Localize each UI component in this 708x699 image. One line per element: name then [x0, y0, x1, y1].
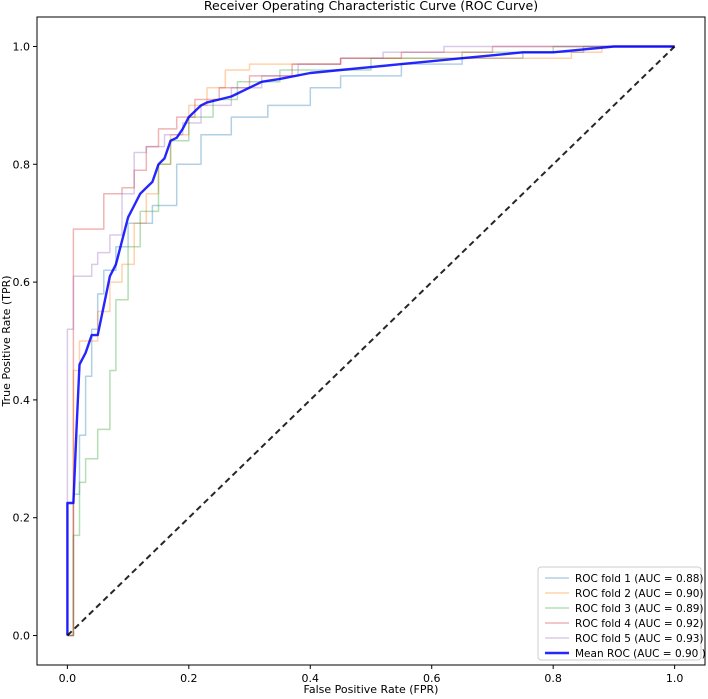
y-tick-label: 0.4: [13, 394, 31, 407]
y-tick-label: 0.8: [13, 158, 31, 171]
y-tick-label: 0.0: [13, 630, 31, 643]
roc-series-line-4: [67, 45, 675, 637]
legend-label: Mean ROC (AUC = 0.90 ): [575, 648, 706, 660]
y-tick-label: 0.2: [13, 512, 31, 525]
y-axis-ticks: 0.0 0.2 0.4 0.6 0.8 1.0: [13, 40, 37, 643]
y-tick-label: 1.0: [13, 40, 31, 53]
roc-series-line-5: [66, 45, 675, 636]
legend-box: [537, 566, 702, 661]
legend: ROC fold 1 (AUC = 0.88) ROC fold 2 (AUC =…: [537, 566, 706, 661]
x-tick-label: 1.0: [666, 672, 684, 685]
chart-title: Receiver Operating Characteristic Curve …: [204, 0, 538, 13]
y-tick-label: 0.6: [13, 276, 31, 289]
x-tick-label: 0.6: [423, 672, 441, 685]
x-tick-label: 0.0: [59, 672, 77, 685]
legend-label: ROC fold 1 (AUC = 0.88): [575, 573, 704, 585]
x-tick-label: 0.4: [302, 672, 320, 685]
chance-diagonal-line: [66, 45, 676, 637]
legend-label: ROC fold 3 (AUC = 0.89): [575, 603, 704, 615]
roc-series-line-6: [66, 45, 675, 636]
x-axis-label: False Positive Rate (FPR): [304, 683, 439, 696]
x-tick-label: 0.2: [180, 672, 198, 685]
legend-label: ROC fold 4 (AUC = 0.92): [575, 618, 704, 630]
x-tick-label: 0.8: [544, 672, 562, 685]
series-layer: [66, 45, 676, 637]
y-axis-label: True Positive Rate (TPR): [0, 275, 13, 407]
roc-series-line-1: [67, 45, 675, 637]
legend-label: ROC fold 5 (AUC = 0.93): [575, 633, 704, 645]
x-axis-ticks: 0.0 0.2 0.4 0.6 0.8 1.0: [59, 665, 684, 685]
legend-label: ROC fold 2 (AUC = 0.90): [575, 588, 704, 600]
roc-series-line-2: [67, 45, 675, 637]
